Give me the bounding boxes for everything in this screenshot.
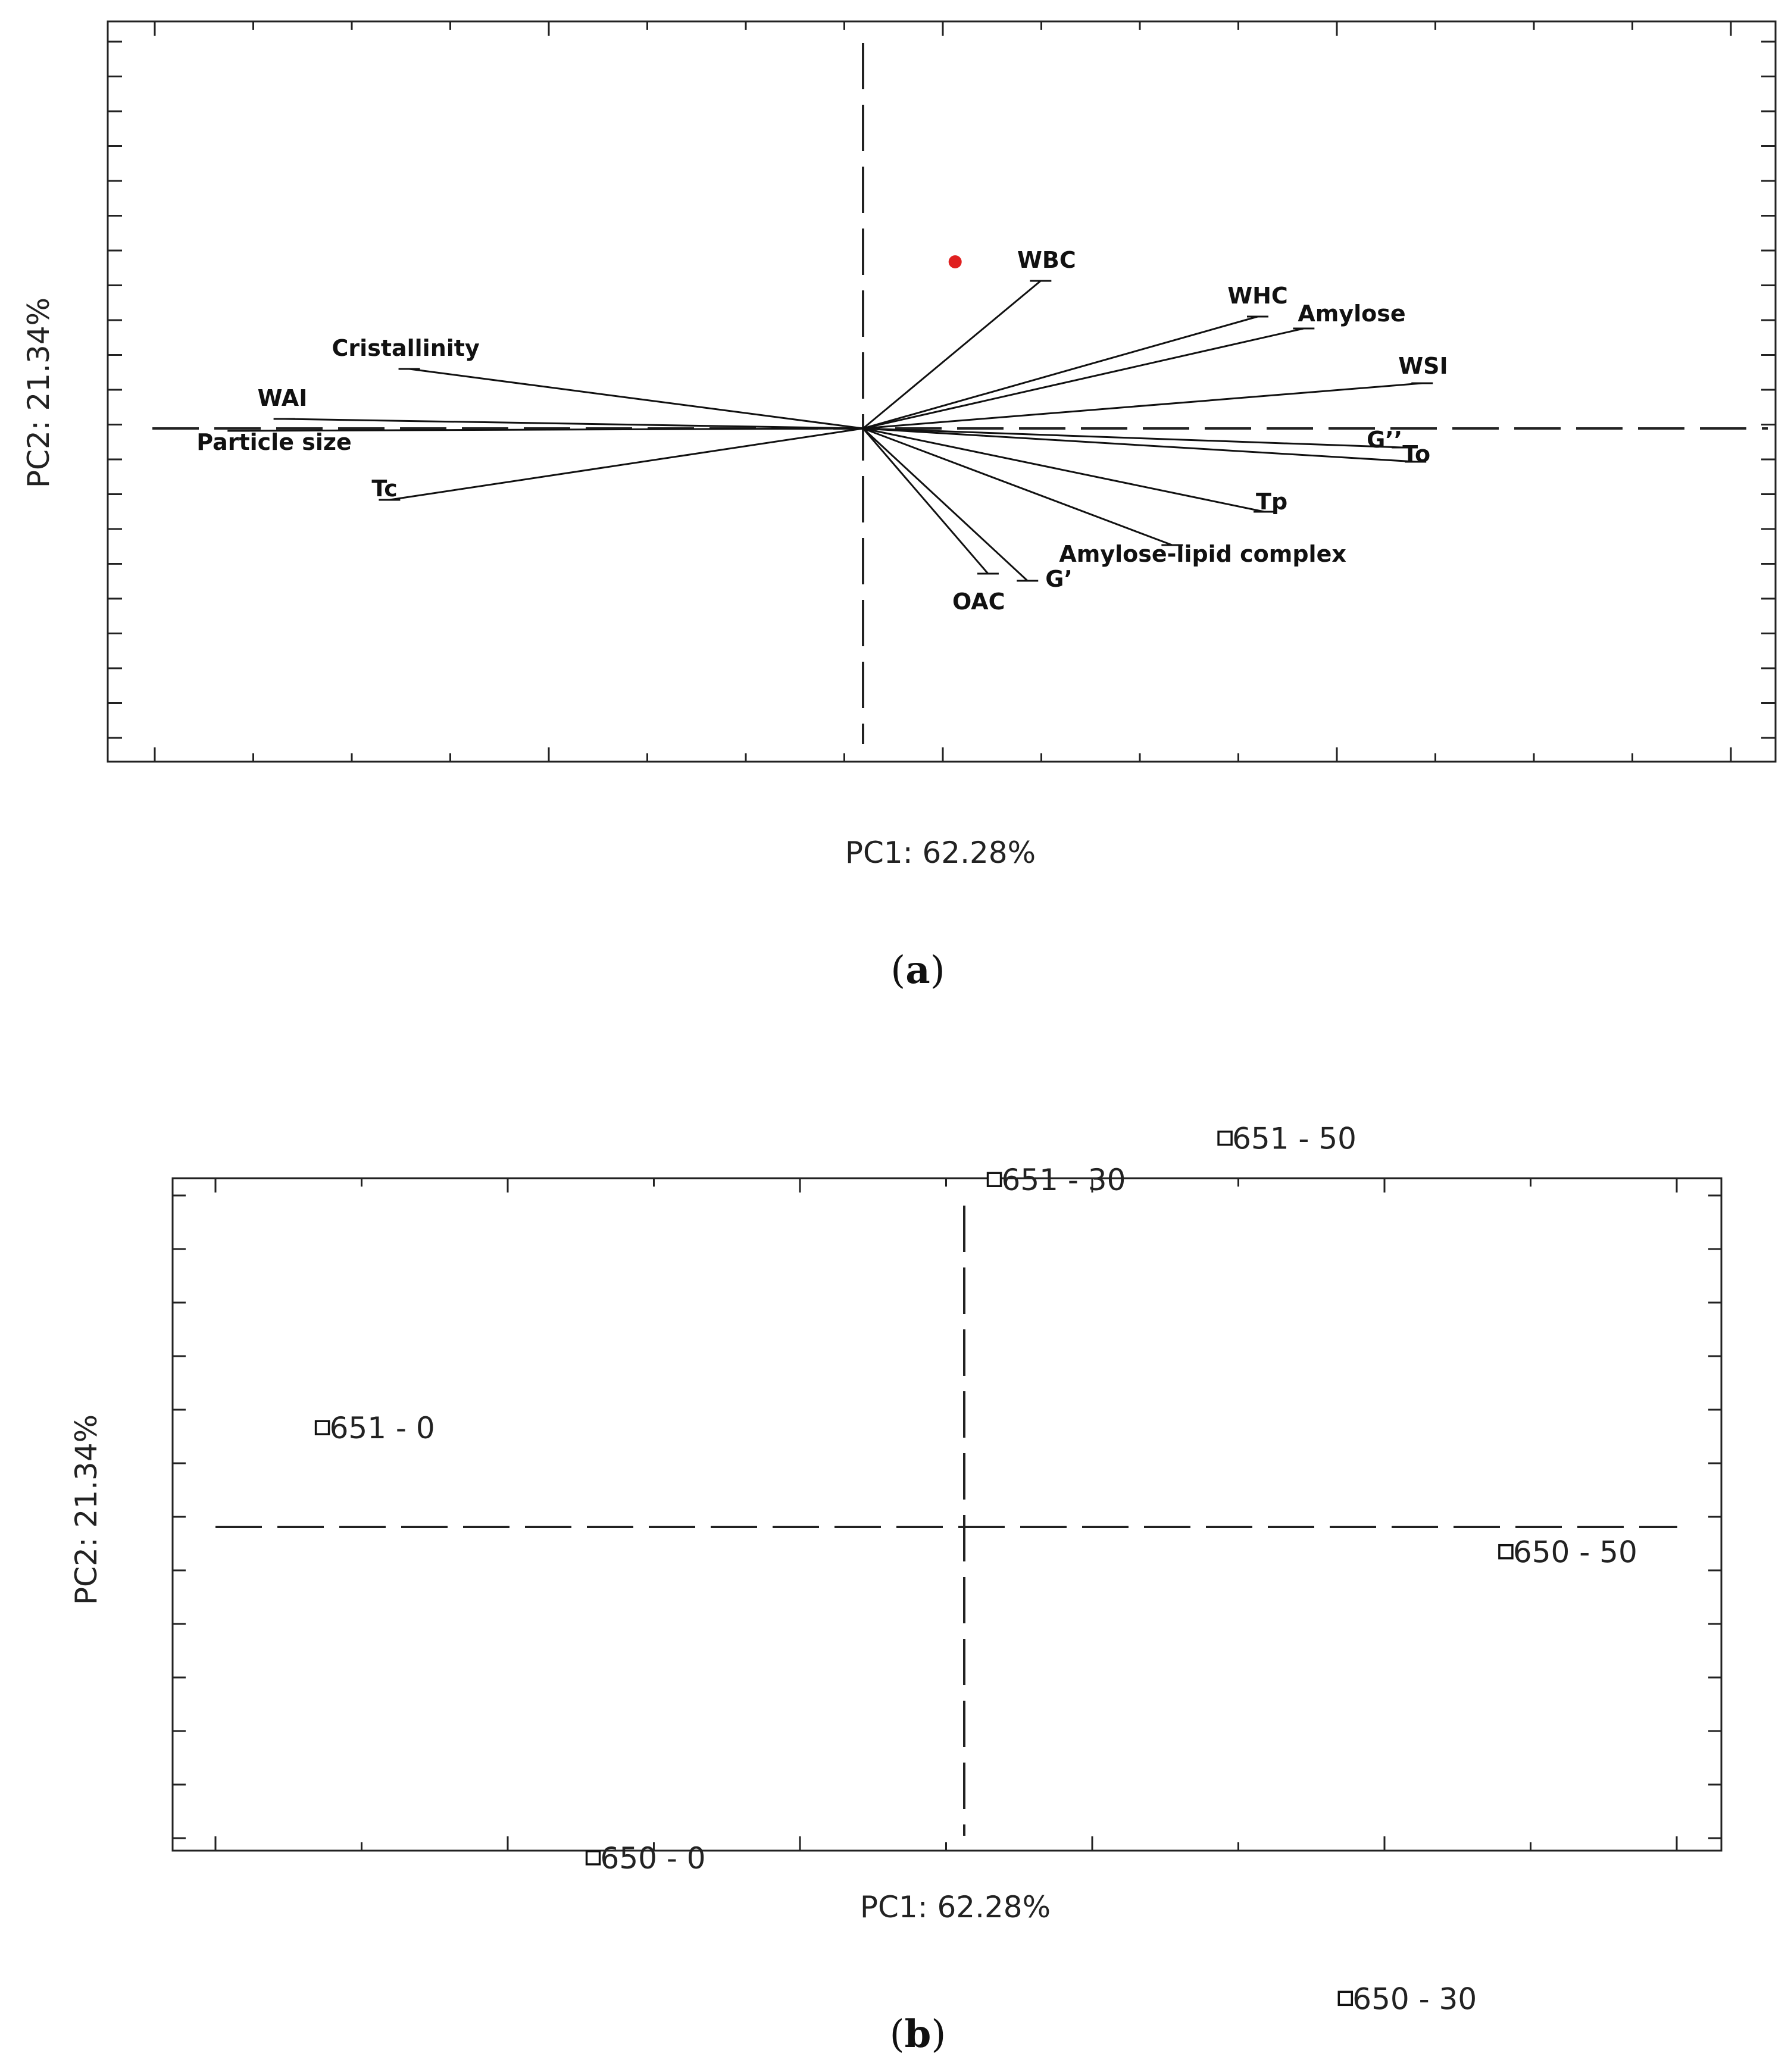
vector-label-oac: OAC [952, 589, 1005, 615]
score-marker-651-30 [986, 1172, 1002, 1187]
score-label-650-30: 650 - 30 [1352, 1982, 1477, 2016]
vector-to [862, 427, 1416, 463]
vector-g [862, 427, 1029, 582]
vector-particle-size [238, 427, 864, 432]
vector-wsi [862, 382, 1423, 430]
score-marker-651-50 [1217, 1130, 1233, 1146]
vector-wai [284, 418, 864, 430]
score-marker-650-30 [1337, 1990, 1354, 2007]
highlight-point [948, 255, 962, 268]
vector-label-wbc: WBC [1017, 247, 1076, 273]
vector-amylose [862, 327, 1304, 430]
biplot-loadings-panel: WBC WHC Amylose WSI G’’To Tp Amylose-lipid com… [21, 20, 1777, 993]
vector-label-wai: WAI [258, 385, 308, 411]
vector-label-amylose: Amylose [1298, 301, 1405, 327]
loading-vectors [227, 280, 1433, 582]
vector-label-to: To [1402, 441, 1430, 467]
y-axis-label-a: PC2: 21.34% [21, 298, 56, 488]
biplot-scores-panel: 651 - 0 651 - 30 651 - 50 650 - 50 650 - 0 65… [69, 1122, 1723, 2057]
panel-letter-b: b [905, 2012, 932, 2057]
vector-amylose-lipid-complex [862, 427, 1173, 546]
loading-labels: WBC WHC Amylose WSI G’’To Tp Amylose-lipid com… [196, 247, 1448, 615]
score-label-651-50: 651 - 50 [1232, 1122, 1356, 1156]
score-points: 651 - 0 651 - 30 651 - 50 650 - 50 650 - 0 65… [314, 1122, 1637, 2016]
plot-frame-a [107, 20, 1777, 763]
vector-label-tc: Tc [371, 475, 397, 502]
plot-frame-b [171, 1177, 1723, 1852]
panel-letter-a: a [905, 948, 930, 993]
axis-ticks-a [108, 21, 1776, 762]
x-axis-label-a: PC1: 62.28% [845, 835, 1036, 870]
vector-label-g: G’’ [1367, 427, 1402, 453]
vector-cristallinity [409, 368, 864, 430]
vector-tc [389, 427, 864, 501]
score-label-651-0: 651 - 0 [330, 1411, 435, 1445]
score-label-650-50: 650 - 50 [1513, 1535, 1637, 1570]
score-marker-650-50 [1498, 1544, 1514, 1560]
vector-tp [862, 427, 1265, 513]
panel-label-a: (a) [890, 948, 945, 993]
vector-whc [862, 315, 1258, 430]
y-axis-label-b: PC2: 21.34% [69, 1414, 104, 1605]
axis-ticks-b [173, 1178, 1721, 1851]
vector-label-whc: WHC [1227, 283, 1288, 309]
score-label-651-30: 651 - 30 [1002, 1163, 1126, 1197]
vector-label-tp: Tp [1256, 489, 1287, 515]
panel-label-b: (b) [890, 2012, 946, 2057]
vector-label-cristallinity: Cristallinity [332, 335, 480, 361]
vector-label-amylose-lipid-complex: Amylose-lipid complex [1059, 541, 1346, 567]
vector-label-particle-size: Particle size [196, 429, 352, 455]
vector-label-wsi: WSI [1398, 353, 1448, 379]
vector-g [862, 427, 1403, 449]
vector-label-g: G’ [1045, 566, 1073, 592]
score-marker-651-0 [314, 1420, 330, 1435]
score-marker-650-0 [585, 1850, 601, 1866]
vector-oac [862, 428, 989, 574]
x-axis-label-b: PC1: 62.28% [860, 1890, 1051, 1924]
score-label-650-0: 650 - 0 [601, 1841, 706, 1876]
vector-wbc [862, 280, 1042, 430]
